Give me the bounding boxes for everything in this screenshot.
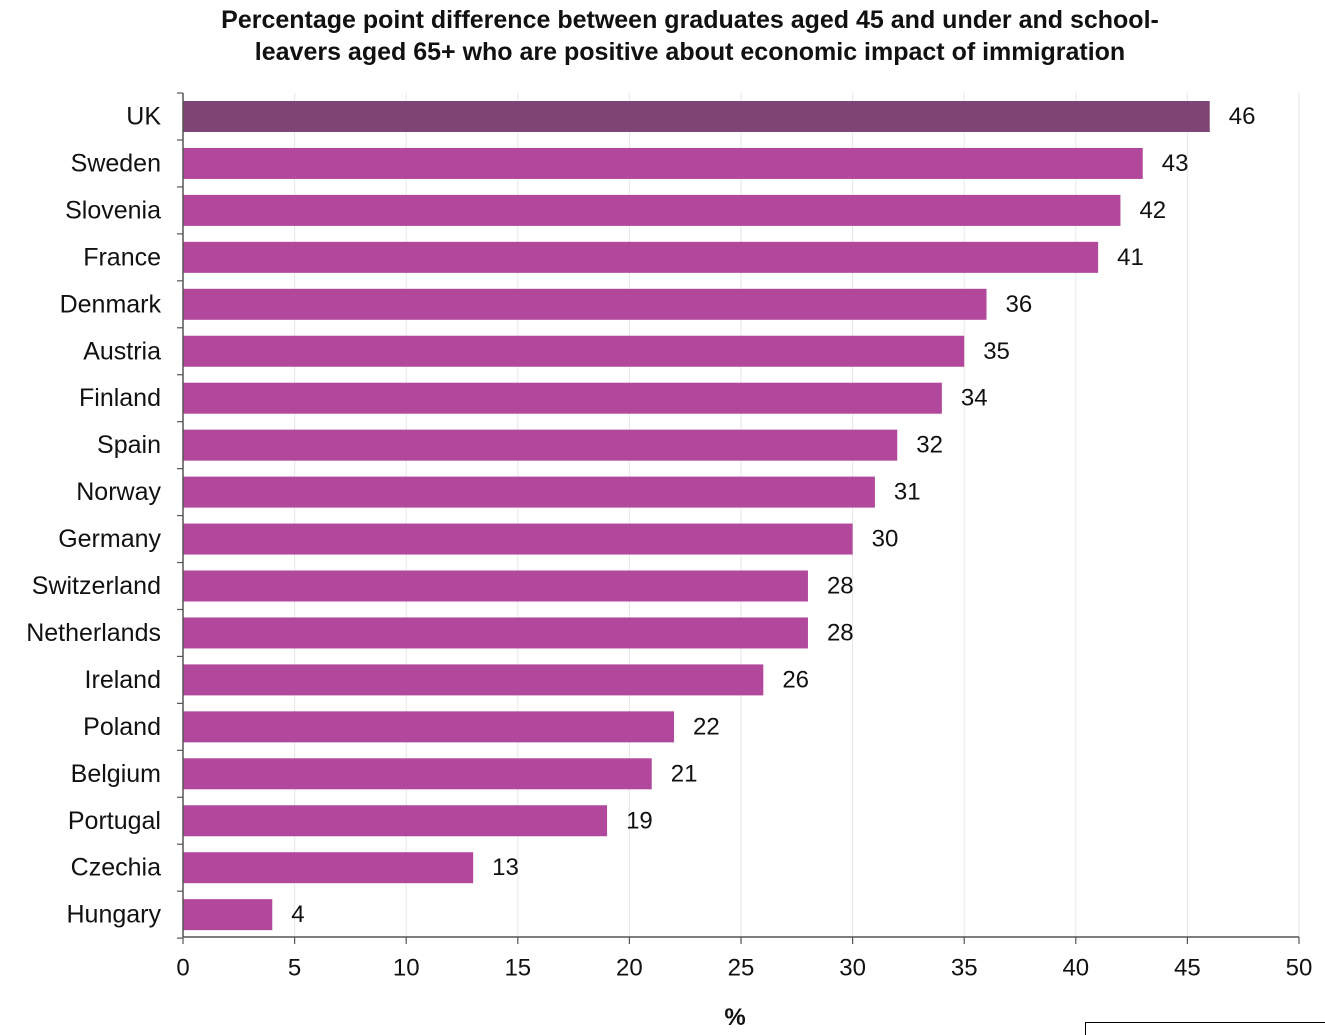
bar-france [183, 242, 1098, 273]
x-tick-label: 45 [1174, 955, 1201, 982]
category-label: Hungary [67, 901, 162, 929]
data-label: 32 [916, 432, 943, 459]
x-tick-label: 10 [393, 955, 420, 982]
data-label: 26 [782, 666, 809, 693]
category-label: Slovenia [65, 196, 161, 224]
x-tick-label: 20 [616, 955, 643, 982]
x-tick-label: 50 [1286, 955, 1313, 982]
data-label: 35 [983, 338, 1010, 365]
category-label: Switzerland [32, 572, 161, 600]
category-label: Czechia [71, 854, 161, 882]
category-label: Finland [79, 384, 161, 412]
category-label: UK [126, 103, 161, 131]
data-label: 31 [894, 479, 921, 506]
bar-uk [183, 101, 1210, 132]
x-tick-label: 15 [504, 955, 531, 982]
x-tick-label: 35 [951, 955, 978, 982]
bar-germany [183, 524, 853, 555]
bars [183, 101, 1210, 930]
x-tick-label: 30 [839, 955, 866, 982]
data-label: 13 [492, 854, 519, 881]
category-label: Portugal [68, 807, 161, 835]
bar-norway [183, 477, 875, 508]
bar-belgium [183, 758, 652, 789]
category-label: Denmark [60, 290, 162, 318]
data-label: 21 [671, 760, 698, 787]
bar-hungary [183, 899, 272, 930]
data-label: 34 [961, 385, 988, 412]
category-label: Spain [97, 431, 161, 459]
bar-portugal [183, 805, 607, 836]
data-label: 30 [872, 526, 899, 553]
data-label: 46 [1229, 103, 1256, 130]
category-label: Poland [83, 713, 161, 741]
bar-finland [183, 383, 942, 414]
x-tick-label: 0 [176, 955, 189, 982]
data-label: 41 [1117, 244, 1144, 271]
data-label: 4 [291, 901, 304, 928]
data-label: 19 [626, 807, 653, 834]
category-label: France [83, 243, 161, 271]
category-label: Belgium [71, 760, 161, 788]
data-label: 28 [827, 573, 854, 600]
x-tick-label: 25 [728, 955, 755, 982]
category-label: Germany [58, 525, 161, 553]
category-label: Netherlands [26, 619, 161, 647]
data-label: 36 [1006, 291, 1033, 318]
data-label: 43 [1162, 150, 1189, 177]
bar-denmark [183, 289, 987, 320]
corner-frame [1085, 1022, 1325, 1035]
category-label: Sweden [71, 149, 161, 177]
bar-slovenia [183, 195, 1120, 226]
x-axis-label: % [705, 1004, 765, 1032]
x-tick-label: 40 [1062, 955, 1089, 982]
x-tick-label: 5 [288, 955, 301, 982]
data-label: 22 [693, 713, 720, 740]
bar-spain [183, 430, 897, 461]
category-label: Ireland [85, 666, 161, 694]
bar-poland [183, 711, 674, 742]
bar-switzerland [183, 571, 808, 602]
bar-czechia [183, 852, 473, 883]
data-label: 28 [827, 619, 854, 646]
bar-ireland [183, 664, 763, 695]
bar-netherlands [183, 617, 808, 648]
category-label: Austria [83, 337, 161, 365]
bar-austria [183, 336, 964, 367]
bar-sweden [183, 148, 1143, 179]
data-label: 42 [1139, 197, 1166, 224]
category-label: Norway [76, 478, 161, 506]
